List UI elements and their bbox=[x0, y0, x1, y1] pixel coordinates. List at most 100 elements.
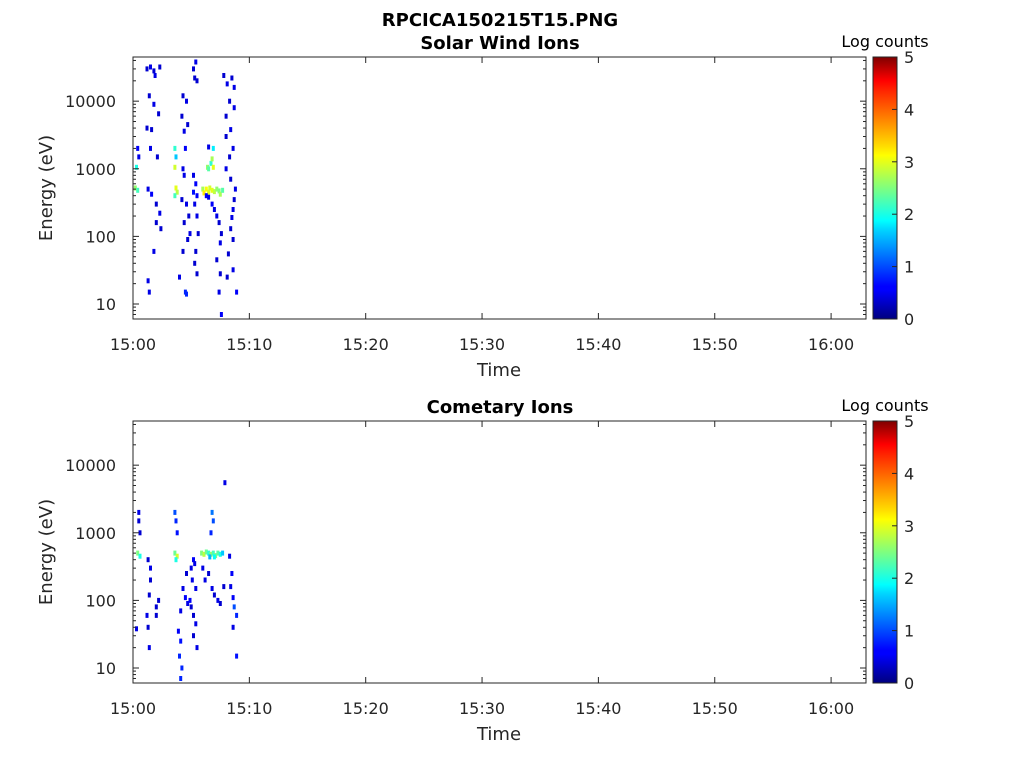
colorbar-tick-label: 3 bbox=[904, 153, 914, 172]
heatmap-cell bbox=[218, 191, 222, 197]
panel-cometary-ions: Cometary Ions 15:00 15:10 15:20 15:30 15:40 1… bbox=[36, 396, 929, 745]
colorbar-ticks-solar-wind-ions: 0 1 2 3 4 5 bbox=[892, 48, 914, 329]
heatmap-cell bbox=[153, 73, 157, 78]
heatmap-cell bbox=[229, 127, 233, 133]
y-axis-label-solar-wind-ions: Energy (eV) bbox=[36, 135, 57, 241]
heatmap-cell bbox=[179, 638, 183, 644]
y-tick-label: 100 bbox=[85, 227, 116, 246]
heatmap-cell bbox=[136, 145, 140, 151]
plot-frame-cometary-ions bbox=[132, 420, 867, 684]
y-tick-label: 10000 bbox=[65, 92, 116, 111]
heatmap-cell bbox=[135, 164, 138, 170]
y-tick-label: 10 bbox=[96, 659, 116, 678]
heatmap-cell bbox=[195, 645, 199, 651]
plot-area-solar-wind-ions bbox=[133, 59, 239, 317]
heatmap-cell bbox=[145, 612, 149, 618]
heatmap-cell bbox=[146, 624, 150, 630]
heatmap-cell bbox=[204, 549, 208, 555]
heatmap-cell bbox=[186, 122, 190, 128]
heatmap-cell bbox=[147, 645, 151, 651]
panel-title-cometary-ions: Cometary Ions bbox=[427, 397, 574, 418]
heatmap-cell bbox=[211, 145, 215, 151]
heatmap-cell bbox=[221, 550, 225, 556]
heatmap-cell bbox=[185, 571, 188, 576]
heatmap-cell bbox=[207, 166, 211, 172]
heatmap-cell bbox=[211, 550, 215, 556]
heatmap-cell bbox=[185, 201, 188, 207]
heatmap-cell bbox=[136, 550, 140, 556]
heatmap-cell bbox=[133, 185, 137, 191]
x-tick-label: 15:00 bbox=[110, 699, 156, 718]
heatmap-cell bbox=[226, 251, 230, 257]
heatmap-cell bbox=[228, 98, 232, 104]
heatmap-cell bbox=[232, 604, 236, 610]
heatmap-cell bbox=[178, 653, 181, 659]
heatmap-cell bbox=[154, 604, 158, 610]
heatmap-cell bbox=[146, 186, 150, 192]
heatmap-cell bbox=[149, 577, 152, 583]
heatmap-cell bbox=[200, 550, 204, 556]
heatmap-cell bbox=[233, 186, 237, 192]
heatmap-cell bbox=[231, 267, 235, 273]
heatmap-cell bbox=[137, 154, 141, 160]
heatmap-cell bbox=[150, 127, 154, 133]
heatmap-cell bbox=[152, 248, 156, 254]
y-tick-label: 1000 bbox=[75, 524, 116, 543]
heatmap-cell bbox=[185, 98, 188, 104]
heatmap-cell bbox=[146, 557, 150, 563]
colorbar-gradient-cometary-ions bbox=[872, 420, 898, 684]
colorbar-label-cometary-ions: Log counts bbox=[841, 396, 928, 415]
heatmap-cell bbox=[179, 676, 183, 681]
heatmap-cell bbox=[212, 207, 216, 212]
heatmap-cell bbox=[207, 194, 211, 200]
heatmap-cell bbox=[145, 125, 149, 131]
heatmap-cell bbox=[192, 633, 195, 639]
heatmap-cell bbox=[215, 257, 219, 263]
heatmap-cell bbox=[192, 189, 195, 195]
heatmap-cell bbox=[194, 586, 198, 591]
heatmap-cell bbox=[228, 154, 232, 160]
heatmap-cell bbox=[225, 274, 229, 280]
heatmap-cell bbox=[195, 78, 199, 84]
heatmap-cell bbox=[174, 518, 178, 524]
heatmap-cell bbox=[173, 193, 177, 199]
colorbar-tick-label: 4 bbox=[904, 464, 914, 483]
x-tick-label: 15:40 bbox=[575, 335, 621, 354]
x-axis-label-solar-wind-ions: Time bbox=[476, 360, 521, 381]
heatmap-cell bbox=[180, 665, 184, 671]
heatmap-cell bbox=[173, 550, 177, 556]
heatmap-cell bbox=[173, 164, 177, 170]
heatmap-cell bbox=[188, 231, 192, 237]
colorbar-cometary-ions: 0 1 2 3 4 5 Log counts bbox=[841, 396, 928, 693]
colorbar-tick-label: 2 bbox=[904, 205, 914, 224]
heatmap-cell bbox=[218, 271, 222, 277]
x-tick-label: 15:30 bbox=[459, 699, 505, 718]
heatmap-cell bbox=[216, 597, 220, 603]
x-axis-cometary-ions: 15:00 15:10 15:20 15:30 15:40 15:50 16:00 bbox=[110, 421, 854, 718]
heatmap-cell bbox=[192, 172, 195, 178]
x-tick-label: 16:00 bbox=[808, 699, 854, 718]
plot-area-cometary-ions bbox=[135, 480, 239, 681]
heatmap-cell bbox=[209, 160, 213, 166]
colorbar-tick-label: 1 bbox=[904, 622, 914, 641]
heatmap-cell bbox=[173, 509, 177, 515]
heatmap-cell bbox=[202, 551, 206, 557]
heatmap-cell bbox=[183, 595, 187, 601]
x-tick-label: 15:50 bbox=[692, 335, 738, 354]
x-tick-label: 15:30 bbox=[459, 335, 505, 354]
heatmap-cell bbox=[145, 66, 149, 72]
heatmap-cell bbox=[149, 145, 152, 151]
heatmap-cell bbox=[228, 553, 232, 559]
y-tick-label: 10 bbox=[96, 295, 116, 314]
x-tick-label: 15:40 bbox=[575, 699, 621, 718]
heatmap-cell bbox=[201, 186, 205, 192]
heatmap-cell bbox=[216, 550, 220, 556]
heatmap-cell bbox=[218, 601, 222, 606]
x-tick-label: 15:20 bbox=[343, 699, 389, 718]
heatmap-cell bbox=[137, 509, 141, 515]
heatmap-cell bbox=[180, 113, 184, 119]
figure-title: RPCICA150215T15.PNG bbox=[382, 10, 618, 31]
heatmap-cell bbox=[215, 186, 219, 192]
heatmap-cell bbox=[217, 220, 221, 226]
y-axis-cometary-ions: 10 100 1000 10000 bbox=[65, 423, 866, 684]
